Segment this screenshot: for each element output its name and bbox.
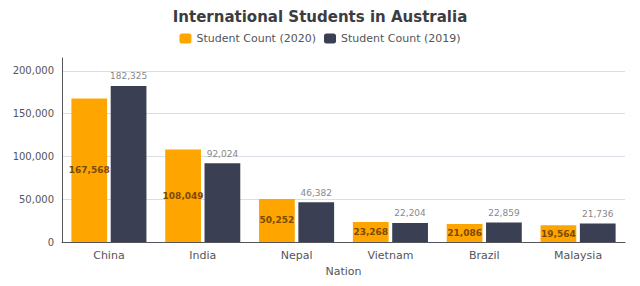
svg-text:182,325: 182,325 [110,71,147,81]
svg-text:Nation: Nation [325,265,361,278]
svg-text:Malaysia: Malaysia [554,249,602,262]
svg-text:23,268: 23,268 [353,227,388,237]
svg-text:22,859: 22,859 [488,208,520,218]
svg-text:India: India [189,249,216,262]
svg-text:21,736: 21,736 [582,209,614,219]
svg-text:Vietnam: Vietnam [367,249,413,262]
svg-text:Student Count (2020): Student Count (2020) [196,32,316,45]
svg-text:150,000: 150,000 [13,108,54,119]
svg-text:100,000: 100,000 [13,151,54,162]
svg-text:Nepal: Nepal [281,249,313,262]
svg-text:22,204: 22,204 [394,208,426,218]
svg-text:46,382: 46,382 [300,188,332,198]
svg-text:0: 0 [48,237,54,248]
svg-text:Student Count (2019): Student Count (2019) [341,32,461,45]
svg-text:19,564: 19,564 [541,229,576,239]
svg-text:167,568: 167,568 [69,165,110,175]
svg-text:92,024: 92,024 [207,149,239,159]
svg-text:50,252: 50,252 [260,215,295,225]
svg-text:108,049: 108,049 [163,191,204,201]
svg-text:21,086: 21,086 [447,228,482,238]
svg-text:50,000: 50,000 [19,194,54,205]
svg-text:200,000: 200,000 [13,65,54,76]
svg-text:Brazil: Brazil [469,249,500,262]
svg-text:International Students in Aust: International Students in Australia [173,8,468,26]
svg-text:China: China [93,249,124,262]
